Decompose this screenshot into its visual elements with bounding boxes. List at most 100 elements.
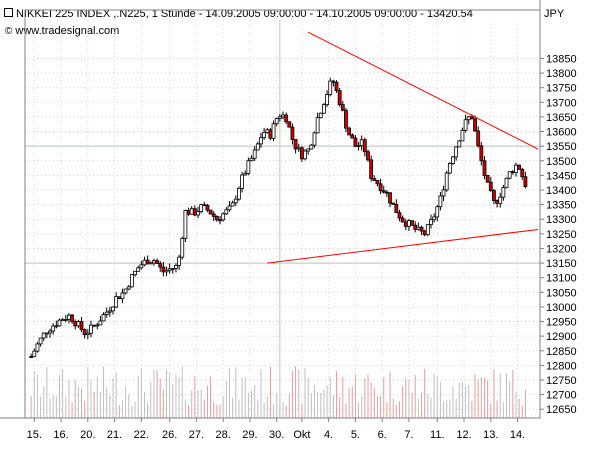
candle-body: [463, 119, 468, 131]
candle-body: [67, 314, 71, 320]
checkbox-icon[interactable]: [4, 8, 13, 17]
chart-title-text: NIKKEI 225 INDEX ,.N225, 1 Stunde - 14.0…: [16, 8, 473, 20]
volume-bar: [103, 366, 105, 418]
x-tick-label: 7.: [404, 429, 413, 441]
candle-body: [85, 332, 90, 336]
volume-bar: [219, 404, 221, 418]
y-tick-label: 12700: [546, 390, 577, 402]
candle-body: [287, 121, 292, 128]
candle-body: [444, 172, 449, 191]
y-tick-label: 13550: [546, 141, 577, 153]
candle-body: [48, 330, 52, 334]
volume-bar: [30, 396, 32, 418]
plot-frame: [24, 9, 541, 419]
candle-body: [466, 116, 471, 121]
volume-bar: [408, 379, 410, 418]
x-tick-label: 11.: [430, 429, 444, 441]
volume-bar: [358, 402, 360, 418]
candle-body: [413, 224, 418, 230]
volume-bar: [106, 387, 108, 418]
candle-body: [79, 321, 84, 330]
candle-body: [498, 196, 503, 204]
candle-body: [129, 274, 134, 288]
candle-body: [174, 264, 178, 269]
candle-body: [397, 212, 402, 219]
candle-body: [407, 220, 411, 227]
volume-bar: [524, 389, 526, 418]
candle-body: [517, 164, 522, 170]
candle-body: [391, 202, 396, 205]
volume-bar: [483, 377, 485, 418]
volume-bar: [496, 400, 498, 418]
volume-bar: [367, 374, 369, 418]
candle-body: [523, 176, 528, 187]
candle-body: [451, 156, 455, 164]
volume-bar: [188, 405, 190, 418]
x-tick-label: 15.: [27, 429, 42, 441]
volume-bar: [169, 372, 171, 418]
x-tick-label: 27.: [189, 429, 204, 441]
volume-bar: [477, 379, 479, 418]
volume-bar: [228, 368, 230, 418]
volume-bar: [121, 400, 123, 418]
candle-body: [485, 175, 490, 183]
y-tick-label: 13400: [546, 185, 577, 197]
candle-body: [394, 204, 399, 214]
candle-body: [227, 205, 232, 211]
candle-body: [196, 211, 200, 216]
volume-bar: [354, 374, 356, 418]
y-tick-label: 12950: [546, 317, 577, 329]
x-tick-label: 13.: [483, 429, 498, 441]
candle-body: [268, 129, 273, 139]
volume-bar: [282, 402, 284, 418]
candle-body: [284, 114, 289, 123]
candle-body: [353, 137, 358, 147]
candle-body: [177, 256, 182, 266]
volume-bar: [493, 369, 495, 418]
volume-bar: [465, 385, 467, 418]
volume-bar: [81, 388, 83, 418]
candle-body: [495, 200, 499, 204]
y-tick-label: 13250: [546, 229, 577, 241]
candle-body: [366, 151, 370, 161]
volume-bar: [474, 374, 476, 418]
volume-bar: [329, 376, 331, 418]
candle-body: [303, 150, 307, 160]
candle-body: [476, 130, 481, 147]
candle-body: [265, 129, 270, 133]
candle-body: [259, 137, 263, 145]
volume-bar: [99, 391, 101, 418]
candle-body: [107, 310, 112, 313]
volume-bar: [112, 378, 114, 418]
volume-bar: [455, 398, 457, 418]
volume-bar: [232, 397, 234, 418]
candle-body: [501, 187, 506, 198]
volume-bar: [436, 375, 438, 418]
volume-bar: [140, 368, 142, 418]
chart-title: NIKKEI 225 INDEX ,.N225, 1 Stunde - 14.0…: [0, 8, 473, 20]
volume-bar: [266, 396, 268, 418]
y-tick-label: 13450: [546, 170, 577, 182]
volume-bar: [178, 377, 180, 418]
chart-grid: [25, 20, 540, 418]
volume-bar: [317, 391, 319, 418]
volume-bar: [90, 380, 92, 418]
volume-bar: [134, 401, 136, 418]
volume-bar: [424, 369, 426, 418]
volume-bar: [238, 399, 240, 418]
candle-body: [221, 213, 226, 221]
volume-bar: [364, 378, 366, 418]
candle-body: [378, 183, 383, 192]
candle-body: [95, 324, 100, 327]
volume-bar: [156, 370, 158, 418]
y-tick-label: 13750: [546, 83, 577, 95]
volume-bar: [74, 380, 76, 418]
candle-body: [148, 262, 153, 265]
volume-bar: [147, 403, 149, 418]
volume-bar: [150, 381, 152, 418]
candle-body: [89, 324, 93, 334]
volume-bar: [446, 400, 448, 418]
candle-body: [136, 267, 141, 272]
volume-bar: [257, 400, 259, 418]
